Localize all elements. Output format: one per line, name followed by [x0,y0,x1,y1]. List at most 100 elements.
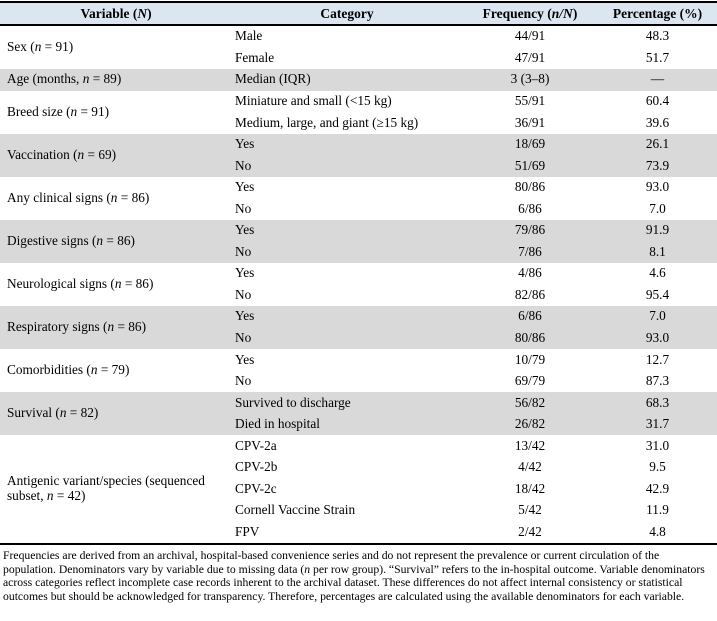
category-cell: Median (IQR) [232,69,462,91]
variable-cell: Comorbidities (n = 79) [0,349,232,392]
frequency-cell: 69/79 [514,373,546,389]
percentage-cell: 42.9 [645,480,670,496]
table-header: Variable (N) Category Frequency (n/N) Pe… [0,1,717,26]
variable-label-italic: n [77,146,85,162]
col-header-frequency: Frequency (n/N) [462,1,598,26]
percentage-cell: — [598,69,717,91]
percentage-cell: 48.3 [645,28,670,44]
variable-label: Vaccination ( [7,146,78,162]
col-header-percentage: Percentage (%) [598,1,717,26]
category-cell: No [232,327,462,350]
table-row: Cornell Vaccine Strain 5/42 11.9 [0,500,717,522]
variable-cell: Antigenic variant/species (sequenced sub… [0,435,232,544]
variable-label: Age (months, [7,71,83,87]
variable-cell: Digestive signs (n = 86) [0,219,232,264]
table-row: No 82/86 95.4 [0,285,717,307]
table-row: FPV 2/42 4.8 [0,522,717,545]
percentage-cell: 31.0 [645,437,670,453]
variable-cell: Sex (n = 91) [0,25,232,69]
category-cell: Yes [232,219,462,242]
variable-label: Breed size ( [7,103,71,119]
category-cell: CPV-2b [235,459,278,475]
variable-label-italic: n [114,276,122,292]
header-text: Category [320,5,374,21]
category-cell: CPV-2c [235,480,277,496]
variable-cell: Vaccination (n = 69) [0,133,232,177]
percentage-cell: 68.3 [598,392,717,414]
table-row: CPV-2b 4/42 9.5 [0,457,717,479]
header-text: Percentage (%) [612,5,703,21]
category-cell: Cornell Vaccine Strain [235,502,356,518]
category-cell: No [235,373,252,389]
variable-label-italic: n [96,233,104,249]
table-row: Breed size (n = 91) Miniature and small (… [0,91,717,119]
category-cell: Yes [235,265,255,281]
category-cell: Female [235,49,275,65]
frequency-cell: 10/79 [514,351,546,367]
category-cell: FPV [235,523,260,539]
percentage-cell: 93.0 [645,179,670,195]
category-cell: Male [235,28,263,44]
variable-label: = 91) [41,39,74,55]
table-row: No 51/69 73.9 [0,155,717,177]
frequency-cell: 5/42 [518,502,542,518]
category-cell: Yes [232,133,462,156]
variable-label: = 86) [117,189,150,205]
variable-label: = 82) [66,405,99,421]
category-cell: Survived to discharge [232,392,462,414]
percentage-cell: 31.7 [598,413,717,436]
variable-label: Survival ( [7,405,60,421]
variable-label: Antigenic variant/species (sequenced sub… [7,473,205,504]
frequency-cell: 44/91 [514,28,546,44]
frequency-cell: 26/82 [462,413,598,436]
frequency-cell: 18/69 [462,133,598,156]
table-row: CPV-2c 18/42 42.9 [0,478,717,500]
frequency-cell: 80/86 [514,179,546,195]
variable-label-italic: n [59,405,67,421]
variable-label-italic: n [46,488,54,504]
table-row: Female 47/91 51.7 [0,48,717,70]
variable-label: Neurological signs ( [7,276,115,292]
footnote-italic: n [304,562,311,576]
percentage-cell: 51.7 [645,49,670,65]
header-text: ) [572,5,578,21]
frequency-cell: 13/42 [514,437,546,453]
table-row: Sex (n = 91) Male 44/91 48.3 [0,25,717,55]
category-cell: Yes [232,306,462,328]
variable-label-italic: n [82,71,90,87]
footnote-text: Frequencies are derived from an archival… [3,549,660,576]
category-cell: Died in hospital [232,413,462,436]
percentage-cell: 11.9 [646,502,669,518]
footnote-text: per row group). “Survival” refers to the… [3,562,705,603]
variable-label-italic: n [107,319,115,335]
frequency-cell: 55/91 [514,92,546,108]
percentage-cell: 12.7 [645,351,670,367]
table-row: Respiratory signs (n = 86) Yes 6/86 7.0 [0,306,717,350]
variable-label: = 86) [121,276,154,292]
table-row: Antigenic variant/species (sequenced sub… [0,435,717,503]
table-body: Sex (n = 91) Male 44/91 48.3 Female 47/91 51.7… [0,25,717,544]
table-row: Died in hospital 26/82 31.7 [0,413,717,436]
percentage-cell: 39.6 [645,114,670,130]
variable-label: = 79) [97,362,130,378]
header-text: Frequency ( [482,5,552,21]
variable-label: = 91) [77,103,110,119]
variable-label: = 69) [84,146,117,162]
category-cell: No [232,155,462,177]
header-italic: n/N [551,5,573,21]
table-footnote: Frequencies are derived from an archival… [0,545,717,603]
percentage-cell: 4.8 [649,523,666,539]
variable-cell: Respiratory signs (n = 86) [0,306,232,350]
category-cell: Miniature and small (<15 kg) [235,92,392,108]
percentage-cell: 95.4 [645,286,670,302]
category-cell: Yes [235,179,255,195]
variable-cell: Age (months, n = 89) [0,69,232,91]
variable-cell: Any clinical signs (n = 86) [0,177,232,220]
table-row: No 6/86 7.0 [0,198,717,220]
category-cell: Medium, large, and giant (≥15 kg) [235,114,419,130]
frequency-cell: 82/86 [514,286,546,302]
frequency-cell: 6/86 [518,200,542,216]
variable-label: Any clinical signs ( [7,189,111,205]
variable-label: Comorbidities ( [7,362,91,378]
table-row: Digestive signs (n = 86) Yes 79/86 91.9 [0,219,717,264]
